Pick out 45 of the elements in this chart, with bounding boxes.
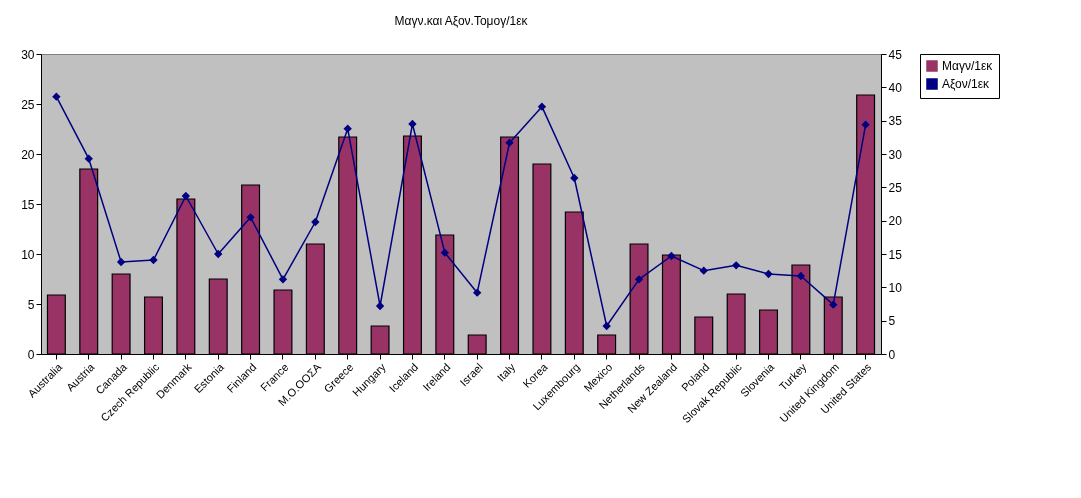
point [570, 173, 579, 183]
point [634, 275, 644, 284]
x-tick-label: Italy [494, 360, 518, 384]
point [214, 249, 223, 259]
y-tick-label: 25 [21, 97, 35, 112]
point [473, 288, 482, 297]
point [796, 271, 806, 281]
point [505, 138, 514, 147]
point [731, 261, 741, 270]
point [52, 92, 61, 101]
y2-tick-label: 45 [888, 47, 903, 62]
legend-label: Αξον/1εκ [942, 77, 991, 91]
y2-tick-label: 5 [888, 314, 896, 329]
point [667, 251, 676, 261]
y2-tick-label: 10 [888, 280, 903, 295]
point [311, 217, 320, 227]
point [861, 120, 870, 129]
y-tick-label: 5 [27, 297, 35, 312]
point [602, 321, 611, 331]
y2-tick-label: 20 [888, 214, 903, 229]
chart-title: Μαγν.και Αξον.Τομογ/1εκ [394, 14, 529, 28]
point [343, 124, 352, 133]
point [181, 191, 191, 201]
y2-tick-label: 40 [888, 80, 903, 95]
point [829, 300, 838, 309]
y-tick-label: 0 [27, 347, 35, 362]
point [537, 102, 547, 111]
y2-tick-label: 25 [888, 180, 903, 195]
y-tick-label: 30 [21, 47, 35, 62]
point [84, 154, 93, 163]
point [764, 269, 773, 279]
y-tick-label: 20 [21, 147, 35, 162]
point [278, 275, 288, 284]
y-tick-label: 15 [21, 197, 35, 212]
point [149, 255, 158, 265]
y2-tick-label: 0 [888, 347, 896, 362]
y-tick-label: 10 [21, 247, 35, 262]
y2-tick-label: 35 [888, 114, 903, 129]
point [246, 213, 255, 222]
y2-tick-label: 15 [888, 247, 903, 262]
legend-label: Μαγν/1εκ [942, 59, 994, 73]
point [440, 248, 449, 257]
y2-tick-label: 30 [888, 147, 903, 162]
point [699, 266, 708, 275]
point [116, 257, 126, 267]
